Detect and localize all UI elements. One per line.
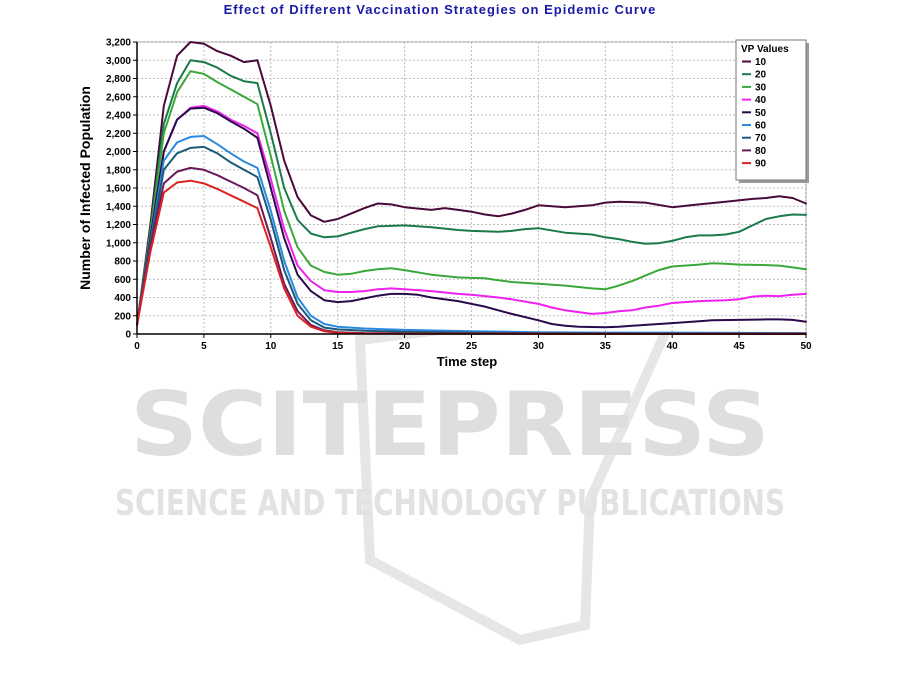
x-tick-label: 5 bbox=[201, 341, 207, 352]
x-tick-label: 30 bbox=[533, 341, 545, 352]
y-tick-label: 2,800 bbox=[106, 74, 131, 85]
legend-label: 80 bbox=[755, 146, 767, 157]
legend-label: 20 bbox=[755, 70, 767, 81]
legend-label: 30 bbox=[755, 82, 767, 93]
chart-title: Effect of Different Vaccination Strategi… bbox=[224, 2, 657, 17]
y-tick-label: 1,000 bbox=[106, 238, 131, 249]
y-tick-label: 800 bbox=[114, 257, 131, 268]
x-tick-label: 10 bbox=[265, 341, 277, 352]
legend-label: 70 bbox=[755, 133, 767, 144]
legend-label: 50 bbox=[755, 108, 767, 119]
series-line-40 bbox=[136, 104, 807, 326]
legend-box bbox=[735, 39, 807, 181]
x-tick-label: 20 bbox=[399, 341, 411, 352]
y-tick-label: 600 bbox=[114, 275, 131, 286]
y-tick-labels: 0 200 400 600 800 1,000 1,200 1,400 1,600 1,800 2,… bbox=[106, 38, 137, 341]
x-axis-label: Time step bbox=[437, 354, 498, 369]
x-tick-label: 25 bbox=[466, 341, 478, 352]
legend-label: 10 bbox=[755, 57, 767, 68]
legend-label: 40 bbox=[755, 95, 767, 106]
y-tick-label: 3,200 bbox=[106, 38, 131, 49]
y-tick-label: 1,200 bbox=[106, 220, 131, 231]
x-tick-label: 35 bbox=[600, 341, 612, 352]
legend-label: 60 bbox=[755, 121, 767, 132]
legend-label: 90 bbox=[755, 159, 767, 170]
series-line-50 bbox=[136, 106, 807, 329]
y-tick-label: 1,600 bbox=[106, 184, 131, 195]
series-line-20 bbox=[136, 59, 807, 326]
y-tick-label: 0 bbox=[125, 330, 131, 341]
grid-lines bbox=[137, 41, 807, 334]
legend-title: VP Values bbox=[741, 44, 789, 55]
watermark: SCITEPRESS SCIENCE AND TECHNOLOGY PUBLIC… bbox=[115, 293, 785, 646]
series-line-10 bbox=[136, 41, 807, 326]
x-tick-labels: 0 5 10 15 20 25 30 35 40 45 50 bbox=[134, 334, 812, 352]
y-axis-label: Number of Infected Population bbox=[77, 86, 93, 290]
x-tick-label: 45 bbox=[734, 341, 746, 352]
x-tick-label: 0 bbox=[134, 341, 140, 352]
y-tick-label: 1,800 bbox=[106, 165, 131, 176]
y-tick-label: 2,600 bbox=[106, 92, 131, 103]
y-tick-label: 400 bbox=[114, 293, 131, 304]
x-tick-label: 40 bbox=[667, 341, 679, 352]
x-tick-label: 50 bbox=[800, 341, 812, 352]
y-tick-label: 3,000 bbox=[106, 56, 131, 67]
watermark-subtitle: SCIENCE AND TECHNOLOGY PUBLICATIONS bbox=[115, 483, 785, 524]
y-tick-label: 1,400 bbox=[106, 202, 131, 213]
plot-area bbox=[136, 41, 807, 335]
y-tick-label: 2,000 bbox=[106, 147, 131, 158]
series-line-30 bbox=[136, 70, 807, 326]
y-tick-label: 2,200 bbox=[106, 129, 131, 140]
x-tick-label: 15 bbox=[332, 341, 344, 352]
y-tick-label: 2,400 bbox=[106, 111, 131, 122]
watermark-word: SCITEPRESS bbox=[130, 373, 770, 476]
y-tick-label: 200 bbox=[114, 311, 131, 322]
